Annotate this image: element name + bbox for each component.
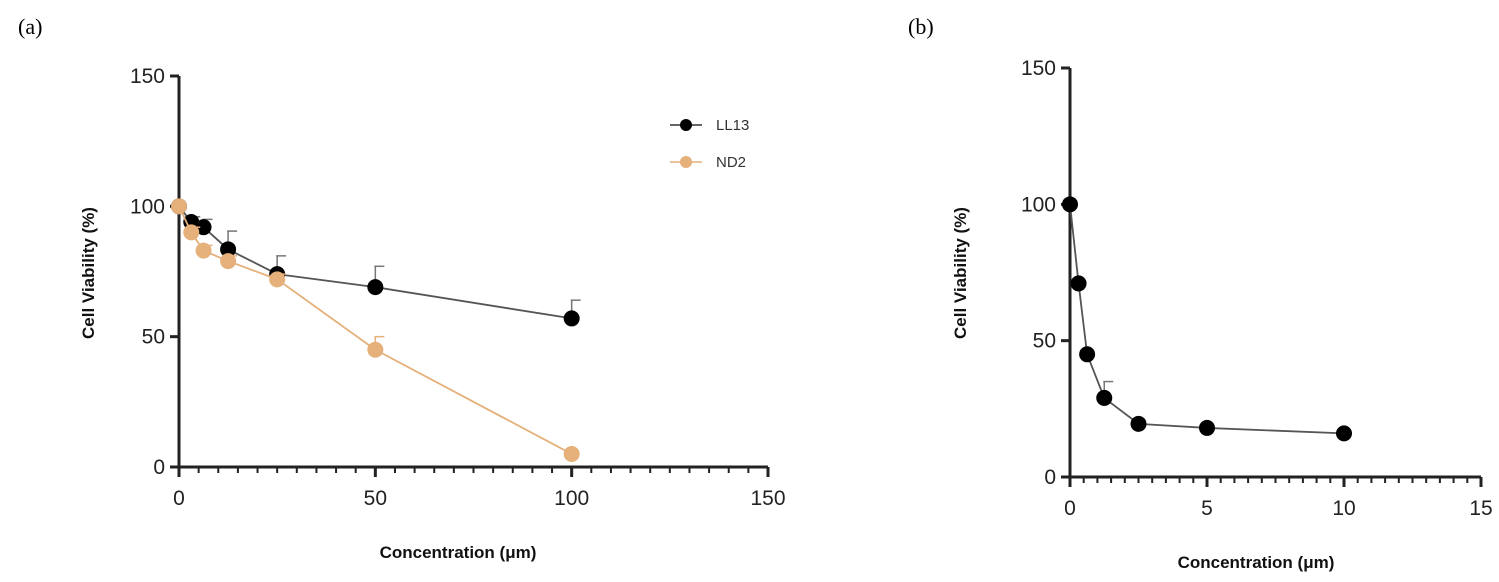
panel-a-y-tick-label: 50 [142,326,165,349]
panel-a-data-point [171,198,187,215]
panel-b-data-point [1079,346,1096,363]
panel-b-x-axis-title: Concentration (μm) [1178,553,1335,572]
panel-b-data-point [1062,196,1078,213]
panel-a-series [171,198,581,462]
panel-a-legend: LL13 ND2 [670,117,749,171]
panel-a-data-point [563,310,580,327]
panel-a-data-point [367,279,384,296]
panel-a-data-point [220,253,237,270]
panel-b-x-tick-label: 15 [1469,497,1492,520]
legend-ll13-marker [680,119,692,131]
panel-b-series-0 [1062,196,1352,442]
panel-b-axes: 0 50 100 150 0 5 10 15 [1021,57,1493,520]
panel-a-x-tick-label: 150 [750,487,785,510]
panel-b-y-tick-label: 150 [1021,57,1056,80]
legend-nd2-marker [680,156,692,168]
panel-b-y-tick-label: 50 [1033,330,1056,353]
panel-b: (b) 0 50 100 150 0 5 10 15 Concentration (μm) C… [908,14,1493,572]
panel-b-series [1062,196,1352,442]
panel-a-data-point [269,271,286,288]
panel-b-data-point [1096,389,1113,406]
panel-b-x-tick-label: 5 [1201,497,1213,520]
panel-a-data-point [195,219,212,236]
panel-b-data-point [1070,275,1087,292]
panel-a: (a) 0 50 100 150 0 50 100 150 Concentration (μm… [18,14,786,562]
panel-a-series-line [178,205,573,455]
panel-a-y-tick-label: 100 [130,195,165,218]
panel-b-x-tick-label: 0 [1064,497,1076,520]
panel-a-data-point [220,241,237,258]
panel-b-y-axis-title: Cell Viability (%) [951,207,970,339]
panel-a-y-axis-title: Cell Viability (%) [79,207,98,339]
panel-b-y-tick-label: 0 [1044,466,1056,489]
panel-a-x-tick-label: 0 [173,487,185,510]
panel-b-x-tick-label: 10 [1332,497,1355,520]
panel-a-x-tick-label: 100 [554,487,589,510]
panel-b-data-point [1336,425,1352,442]
panel-b-data-point [1199,419,1215,436]
panel-a-series-1 [171,198,580,462]
panel-a-x-tick-label: 50 [364,487,387,510]
panel-b-y-tick-label: 100 [1021,193,1056,216]
panel-a-y-tick-label: 0 [153,456,165,479]
panel-a-series-line [178,205,572,320]
panel-b-data-point [1130,415,1147,432]
panel-a-y-tick-label: 150 [130,65,165,88]
panel-a-data-point [195,242,212,259]
panel-a-axes: 0 50 100 150 0 50 100 150 [130,65,786,510]
panel-a-data-point [183,224,200,241]
panel-a-x-axis-title: Concentration (μm) [380,543,537,562]
legend-nd2-label: ND2 [716,154,746,171]
panel-a-data-point [367,341,384,358]
panel-a-data-point [563,445,580,462]
panel-a-label: (a) [18,14,42,39]
legend-ll13-label: LL13 [716,117,749,134]
panel-b-label: (b) [908,14,934,39]
